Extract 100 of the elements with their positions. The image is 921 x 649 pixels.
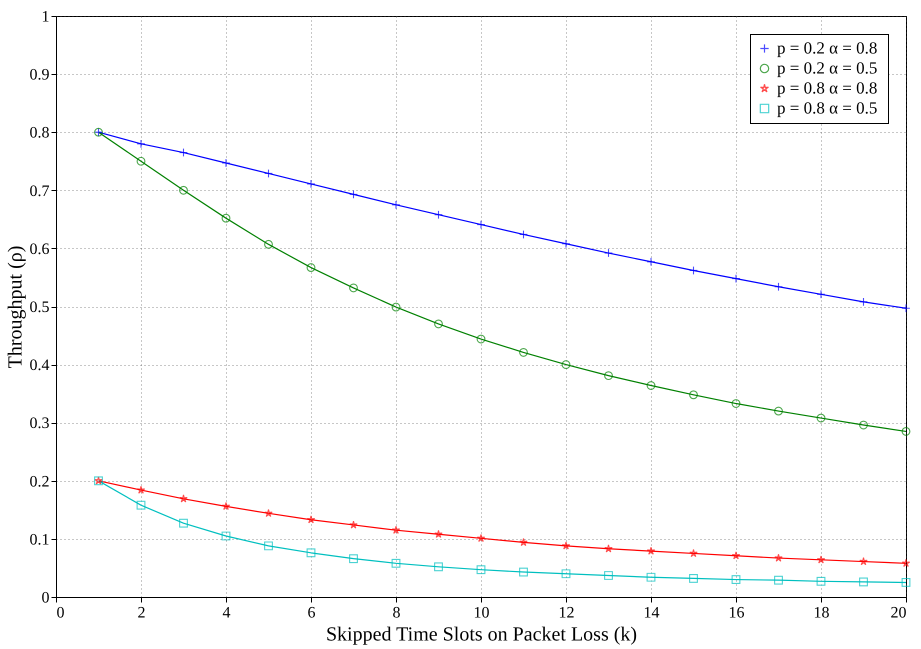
- point: [519, 348, 528, 357]
- y-tick-label: 0.9: [30, 66, 50, 84]
- point: [689, 266, 698, 275]
- x-tick-label: 14: [644, 604, 660, 622]
- point: [392, 302, 400, 312]
- legend-label: p = 0.2 α = 0.8: [777, 38, 878, 58]
- point: [306, 263, 316, 272]
- point: [859, 297, 868, 306]
- point: [732, 551, 740, 560]
- point: [136, 500, 146, 510]
- point: [434, 210, 443, 220]
- point: [562, 569, 570, 578]
- point: [689, 390, 698, 400]
- point: [434, 562, 443, 572]
- y-tick-label: 0.4: [30, 357, 50, 374]
- point: [902, 304, 910, 313]
- point: [774, 282, 783, 292]
- point: [604, 248, 613, 258]
- x-tick-label: 6: [308, 604, 316, 622]
- point: [392, 200, 400, 210]
- point: [136, 486, 146, 494]
- point: [859, 577, 868, 586]
- point: [349, 554, 358, 564]
- legend-label: p = 0.2 α = 0.5: [777, 58, 878, 78]
- point: [264, 508, 273, 518]
- y-tick-label: 1: [42, 8, 50, 26]
- point: [136, 156, 146, 166]
- point: [222, 502, 230, 510]
- point: [562, 239, 570, 248]
- point: [816, 555, 826, 564]
- point: [392, 558, 400, 568]
- y-tick-label: 0: [42, 590, 50, 606]
- point: [222, 214, 230, 223]
- point: [859, 557, 868, 566]
- point: [519, 568, 528, 576]
- point: [816, 414, 826, 422]
- y-tick-label: 0.7: [30, 182, 50, 200]
- point: [392, 526, 400, 534]
- point: [774, 576, 783, 585]
- y-tick-label: 0.6: [30, 240, 50, 258]
- point: [646, 546, 656, 555]
- point: [136, 139, 146, 148]
- x-tick-label: 18: [814, 604, 830, 622]
- point: [562, 541, 570, 550]
- point: [179, 148, 188, 157]
- point: [604, 544, 613, 552]
- point: [476, 534, 486, 542]
- point: [646, 257, 656, 266]
- point: [774, 554, 783, 562]
- point: [604, 571, 613, 580]
- y-tick-label: 0.3: [30, 415, 50, 432]
- point: [689, 574, 698, 583]
- point: [349, 190, 358, 199]
- legend-label: p = 0.8 α = 0.8: [777, 78, 878, 98]
- point: [264, 169, 273, 178]
- point: [349, 520, 358, 529]
- point: [604, 371, 613, 380]
- point: [816, 290, 826, 299]
- x-tick-label: 4: [222, 604, 230, 622]
- x-axis-title: Skipped Time Slots on Packet Loss (k): [326, 624, 638, 646]
- point: [562, 360, 570, 370]
- point: [349, 283, 358, 292]
- y-tick-label: 0.5: [30, 299, 50, 316]
- point: [519, 538, 528, 546]
- point: [222, 532, 230, 540]
- point: [179, 518, 188, 528]
- point: [476, 565, 486, 574]
- point: [179, 494, 188, 502]
- point: [306, 548, 316, 558]
- y-tick-label: 0.8: [30, 124, 50, 142]
- point: [732, 399, 740, 408]
- point: [519, 230, 528, 239]
- x-tick-label: 2: [138, 604, 146, 622]
- point: [434, 320, 443, 328]
- y-tick-label: 0.1: [30, 531, 50, 548]
- x-tick-label: 10: [474, 604, 490, 622]
- point: [476, 334, 486, 344]
- point: [732, 274, 740, 284]
- x-tick-label: 20: [890, 604, 906, 622]
- point: [306, 179, 316, 188]
- x-tick-label: 0: [56, 604, 64, 622]
- point: [859, 420, 868, 430]
- point: [646, 572, 656, 582]
- x-tick-label: 12: [558, 604, 574, 622]
- point: [816, 576, 826, 586]
- x-tick-label: 8: [392, 604, 400, 622]
- point: [732, 575, 740, 584]
- point: [902, 558, 910, 567]
- point: [689, 549, 698, 558]
- point: [646, 381, 656, 390]
- y-tick-label: 0.2: [30, 473, 50, 490]
- x-tick-label: 16: [728, 604, 744, 622]
- point: [434, 530, 443, 538]
- point: [179, 186, 188, 195]
- point: [264, 240, 273, 249]
- legend-label: p = 0.8 α = 0.5: [777, 98, 878, 118]
- point: [902, 578, 910, 587]
- y-axis-title: Throughput (ρ): [4, 246, 26, 368]
- point: [902, 427, 910, 436]
- point: [774, 406, 783, 416]
